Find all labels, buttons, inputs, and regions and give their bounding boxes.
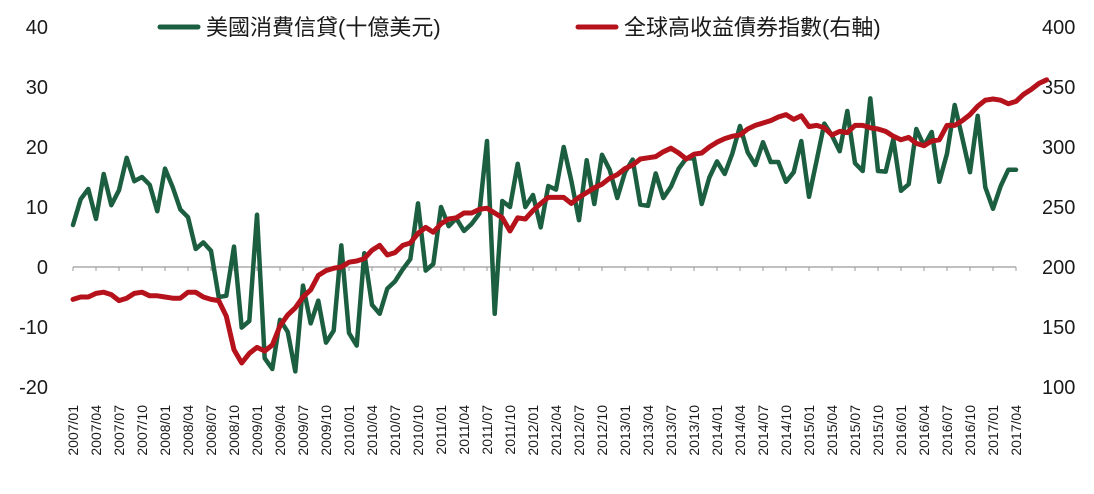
x-tick-label: 2008/04: [180, 405, 196, 456]
x-tick-label: 2009/07: [295, 405, 311, 456]
x-tick-label: 2016/10: [962, 405, 978, 456]
y-right-tick-label: 200: [1042, 257, 1075, 279]
x-tick-label: 2015/01: [801, 405, 817, 456]
x-tick-label: 2014/04: [732, 405, 748, 456]
y-left-tick-label: 30: [26, 77, 48, 99]
x-tick-label: 2008/01: [157, 405, 173, 456]
x-tick-label: 2015/10: [870, 405, 886, 456]
x-tick-label: 2014/10: [778, 405, 794, 456]
x-tick-label: 2007/10: [134, 405, 150, 456]
x-tick-label: 2010/07: [387, 405, 403, 456]
y-left-tick-label: 10: [26, 197, 48, 219]
series-line-high-yield: [70, 77, 1050, 366]
x-tick-label: 2013/01: [617, 405, 633, 456]
x-tick-label: 2016/07: [939, 405, 955, 456]
x-tick-label: 2015/04: [824, 405, 840, 456]
x-tick-label: 2012/10: [594, 405, 610, 456]
series-line-consumer-credit: [70, 96, 1019, 374]
y-right-tick-label: 250: [1042, 197, 1075, 219]
x-tick-label: 2011/07: [479, 405, 495, 455]
x-tick-label: 2014/07: [755, 405, 771, 456]
y-axis-left: -20 -10 0 10 20 30 40: [19, 17, 48, 399]
x-tick-label: 2008/07: [203, 405, 219, 456]
y-right-tick-label: 350: [1042, 77, 1075, 99]
x-tick-label: 2010/10: [410, 405, 426, 456]
y-right-tick-label: 300: [1042, 137, 1075, 159]
x-tick-label: 2011/10: [502, 405, 518, 455]
x-tick-label: 2013/10: [686, 405, 702, 456]
legend: 美國消費信貸(十億美元) 全球高收益債券指數(右軸): [157, 15, 881, 40]
y-axis-right: 100 150 200 250 300 350 400: [1042, 17, 1075, 399]
x-tick-label: 2011/04: [456, 405, 472, 455]
x-tick-label: 2009/01: [249, 405, 265, 456]
y-right-tick-label: 400: [1042, 17, 1075, 39]
x-tick-label: 2012/07: [571, 405, 587, 456]
legend-label-consumer-credit: 美國消費信貸(十億美元): [206, 15, 441, 40]
x-tick-label: 2016/01: [893, 405, 909, 456]
x-axis: 2007/01 2007/04 2007/07 2007/10 2008/01 2008/…: [65, 266, 1024, 456]
x-tick-label: 2013/07: [663, 405, 679, 456]
x-tick-label: 2015/07: [847, 405, 863, 456]
x-tick-label: 2007/01: [65, 405, 81, 456]
series-layer: [70, 77, 1050, 374]
x-tick-label: 2008/10: [226, 405, 242, 456]
x-tick-label: 2013/04: [640, 405, 656, 456]
y-left-tick-label: -20: [19, 377, 48, 399]
x-tick-label: 2007/07: [111, 405, 127, 456]
x-tick-label: 2017/04: [1008, 405, 1024, 456]
x-tick-label: 2012/04: [548, 405, 564, 456]
x-tick-label: 2014/01: [709, 405, 725, 456]
y-left-tick-label: 0: [37, 257, 48, 279]
x-tick-label: 2007/04: [88, 405, 104, 456]
legend-label-high-yield: 全球高收益債券指數(右軸): [624, 15, 881, 40]
y-left-tick-label: -10: [19, 317, 48, 339]
x-tick-label: 2017/01: [985, 405, 1001, 456]
x-tick-label: 2010/04: [364, 405, 380, 456]
x-tick-label: 2016/04: [916, 405, 932, 456]
x-tick-label: 2009/10: [318, 405, 334, 456]
x-tick-label: 2009/04: [272, 405, 288, 456]
x-tick-label: 2010/01: [341, 405, 357, 456]
y-left-tick-label: 40: [26, 17, 48, 39]
x-tick-label: 2011/01: [433, 405, 449, 455]
y-right-tick-label: 100: [1042, 377, 1075, 399]
x-tick-label: 2012/01: [525, 405, 541, 456]
y-left-tick-label: 20: [26, 137, 48, 159]
y-right-tick-label: 150: [1042, 317, 1075, 339]
